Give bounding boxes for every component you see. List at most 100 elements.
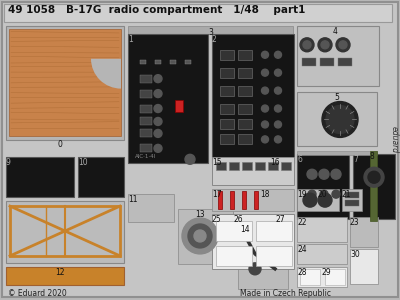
Bar xyxy=(216,221,252,241)
Bar xyxy=(212,189,294,211)
Text: 2: 2 xyxy=(212,35,217,44)
Bar xyxy=(238,134,252,144)
Bar xyxy=(238,103,252,113)
Circle shape xyxy=(262,51,268,58)
Text: 29: 29 xyxy=(322,268,332,277)
Circle shape xyxy=(154,104,162,112)
Bar xyxy=(212,214,294,269)
Circle shape xyxy=(262,121,268,128)
Bar xyxy=(297,92,377,146)
Text: 0: 0 xyxy=(58,140,62,149)
Text: AIC·1·4I: AIC·1·4I xyxy=(135,154,156,159)
Bar xyxy=(9,29,121,136)
Bar xyxy=(370,151,377,221)
Text: 17: 17 xyxy=(212,190,222,199)
Text: 16: 16 xyxy=(270,158,280,167)
Circle shape xyxy=(249,263,261,275)
Bar xyxy=(220,68,234,78)
Circle shape xyxy=(308,190,316,198)
Bar xyxy=(78,157,124,197)
Circle shape xyxy=(303,41,311,49)
Bar xyxy=(212,34,294,163)
Bar xyxy=(230,191,234,209)
Text: 23: 23 xyxy=(350,218,360,227)
Bar xyxy=(268,162,278,170)
Bar xyxy=(220,103,234,113)
Text: 30: 30 xyxy=(350,250,360,259)
Text: 24: 24 xyxy=(297,245,307,254)
Circle shape xyxy=(274,121,282,128)
Circle shape xyxy=(332,190,340,198)
Bar xyxy=(140,129,152,137)
Circle shape xyxy=(326,106,354,134)
Bar xyxy=(238,85,252,96)
Bar xyxy=(185,60,191,64)
Circle shape xyxy=(318,38,332,52)
Text: 9: 9 xyxy=(6,158,11,167)
Text: 20: 20 xyxy=(318,190,328,199)
Bar xyxy=(255,162,265,170)
Bar xyxy=(220,134,234,144)
Text: 22: 22 xyxy=(297,218,306,227)
Text: 13: 13 xyxy=(195,210,205,219)
Bar xyxy=(6,26,124,140)
Bar xyxy=(220,119,234,129)
Bar xyxy=(297,189,339,211)
Circle shape xyxy=(262,105,268,112)
Bar xyxy=(128,194,174,222)
Circle shape xyxy=(336,38,350,52)
Bar xyxy=(297,154,349,219)
Circle shape xyxy=(318,193,332,207)
Circle shape xyxy=(364,167,384,187)
Circle shape xyxy=(188,224,212,248)
Text: 1: 1 xyxy=(128,35,133,44)
Circle shape xyxy=(154,118,162,125)
Circle shape xyxy=(319,169,329,179)
Circle shape xyxy=(154,90,162,98)
Bar xyxy=(345,200,359,206)
Bar xyxy=(140,90,152,98)
Bar xyxy=(6,267,124,285)
Bar xyxy=(220,50,234,60)
Circle shape xyxy=(339,41,347,49)
Text: 3: 3 xyxy=(208,28,214,37)
Text: 19: 19 xyxy=(297,190,307,199)
Text: 27: 27 xyxy=(275,215,285,224)
Circle shape xyxy=(274,69,282,76)
Bar xyxy=(300,269,320,285)
Bar xyxy=(350,249,378,284)
Bar xyxy=(325,269,345,285)
Text: eduard: eduard xyxy=(390,126,398,153)
Bar xyxy=(140,75,152,83)
Bar xyxy=(6,157,74,197)
Text: 49 1058   B-17G  radio compartment   1/48    part1: 49 1058 B-17G radio compartment 1/48 par… xyxy=(8,5,305,15)
Text: 18: 18 xyxy=(260,190,270,199)
Circle shape xyxy=(262,87,268,94)
Bar xyxy=(242,191,246,209)
Bar xyxy=(297,244,347,264)
Bar xyxy=(128,34,208,163)
Bar xyxy=(155,60,161,64)
Bar xyxy=(238,50,252,60)
Bar xyxy=(353,154,395,219)
Bar xyxy=(338,58,352,66)
Circle shape xyxy=(303,193,317,207)
Circle shape xyxy=(262,69,268,76)
Circle shape xyxy=(274,51,282,58)
Bar xyxy=(140,118,152,125)
Circle shape xyxy=(274,136,282,143)
Text: 5: 5 xyxy=(334,93,340,102)
Circle shape xyxy=(262,136,268,143)
Bar xyxy=(297,151,377,155)
Bar xyxy=(140,144,152,152)
Bar xyxy=(350,217,378,247)
Text: 6: 6 xyxy=(297,155,302,164)
Bar xyxy=(254,191,258,209)
Circle shape xyxy=(300,38,314,52)
Circle shape xyxy=(322,102,358,137)
Text: 25: 25 xyxy=(212,215,222,224)
Bar xyxy=(238,119,252,129)
Bar xyxy=(170,60,176,64)
Circle shape xyxy=(194,230,206,242)
Circle shape xyxy=(320,190,328,198)
